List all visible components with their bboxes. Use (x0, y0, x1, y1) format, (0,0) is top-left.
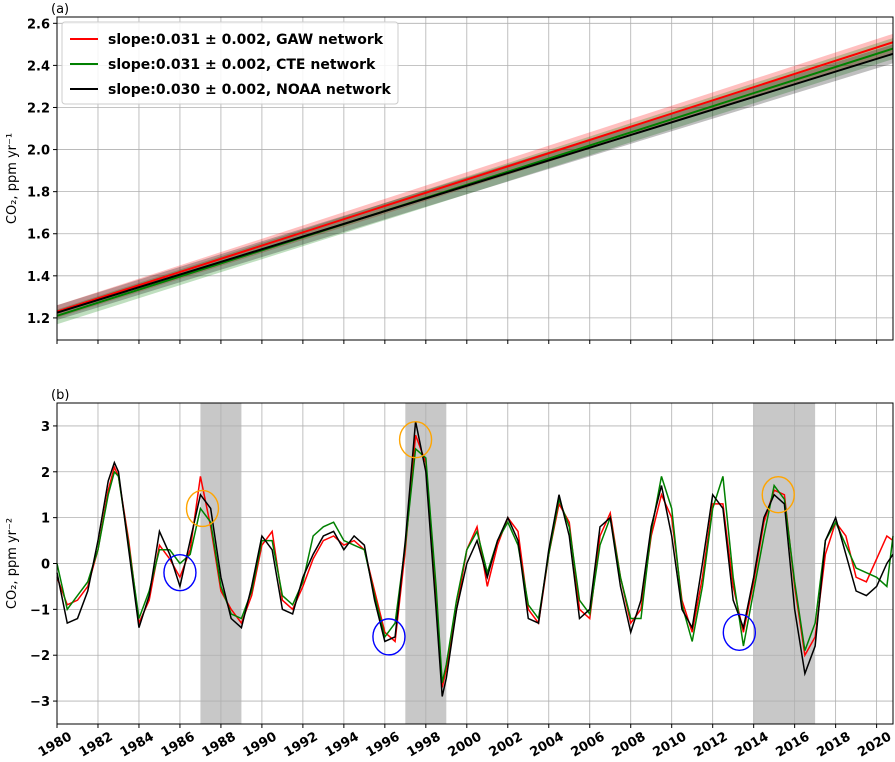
series-line (56, 52, 894, 314)
y-tick-label: 1.4 (27, 270, 50, 285)
highlight-circle (761, 476, 795, 514)
y-axis-label: CO₂, ppm yr⁻¹ (5, 133, 20, 224)
series-line (56, 421, 894, 697)
x-tick-label: 1988 (200, 729, 239, 760)
x-tick-label: 1998 (405, 729, 444, 760)
y-tick-label: 1 (41, 512, 50, 527)
x-tick-label: 2020 (855, 729, 894, 760)
y-tick-label: 2.2 (27, 101, 50, 116)
legend-box (61, 21, 399, 105)
y-tick-label: 1.6 (27, 228, 50, 243)
series-line (56, 47, 894, 317)
x-tick-label: 2018 (814, 729, 853, 760)
y-tick-label: 2.0 (27, 144, 50, 159)
y-tick-label: −1 (30, 603, 50, 618)
x-tick-label: 2014 (732, 729, 771, 760)
y-tick-label: −2 (30, 649, 50, 664)
x-tick-label: 1990 (241, 729, 280, 760)
x-tick-label: 1980 (36, 729, 75, 760)
y-tick-label: 1.8 (27, 186, 50, 201)
x-tick-label: 2016 (773, 729, 812, 760)
plot-frame (56, 402, 894, 725)
legend-label: slope:0.030 ± 0.002, NOAA network (108, 82, 391, 98)
plot-frame (56, 16, 894, 341)
x-tick-label: 2006 (569, 729, 608, 760)
highlight-circle (722, 613, 757, 651)
x-tick-label: 1994 (323, 729, 362, 760)
y-axis-label: CO₂, ppm yr⁻² (5, 518, 20, 609)
x-tick-label: 2000 (446, 729, 485, 760)
x-tick-label: 2008 (610, 729, 649, 760)
x-tick-label: 1992 (282, 729, 321, 760)
highlight-circle (398, 420, 433, 459)
x-tick-label: 2010 (651, 729, 690, 760)
x-tick-label: 1984 (118, 729, 157, 760)
panel-label: (a) (51, 2, 69, 17)
highlight-circle (185, 489, 220, 528)
legend-label: slope:0.031 ± 0.002, CTE network (108, 57, 376, 73)
series-line (56, 41, 894, 313)
y-tick-label: 2.4 (27, 59, 50, 74)
x-tick-label: 1982 (77, 729, 116, 760)
y-tick-label: 1.2 (27, 312, 50, 327)
x-tick-label: 2004 (528, 729, 567, 760)
y-tick-label: −3 (30, 695, 50, 710)
x-tick-label: 1996 (364, 729, 403, 760)
panel-label: (b) (51, 388, 69, 403)
y-tick-label: 3 (41, 420, 50, 435)
highlight-circle (372, 618, 406, 656)
x-tick-label: 2012 (692, 729, 731, 760)
y-tick-label: 0 (41, 558, 50, 573)
x-tick-label: 1986 (159, 729, 198, 760)
y-tick-label: 2 (41, 466, 50, 481)
confidence-band (57, 33, 893, 318)
x-tick-label: 2002 (487, 729, 526, 760)
series-line (56, 447, 894, 683)
legend-label: slope:0.031 ± 0.002, GAW network (108, 32, 384, 48)
highlight-circle (163, 553, 197, 592)
y-tick-label: 2.6 (27, 17, 50, 32)
